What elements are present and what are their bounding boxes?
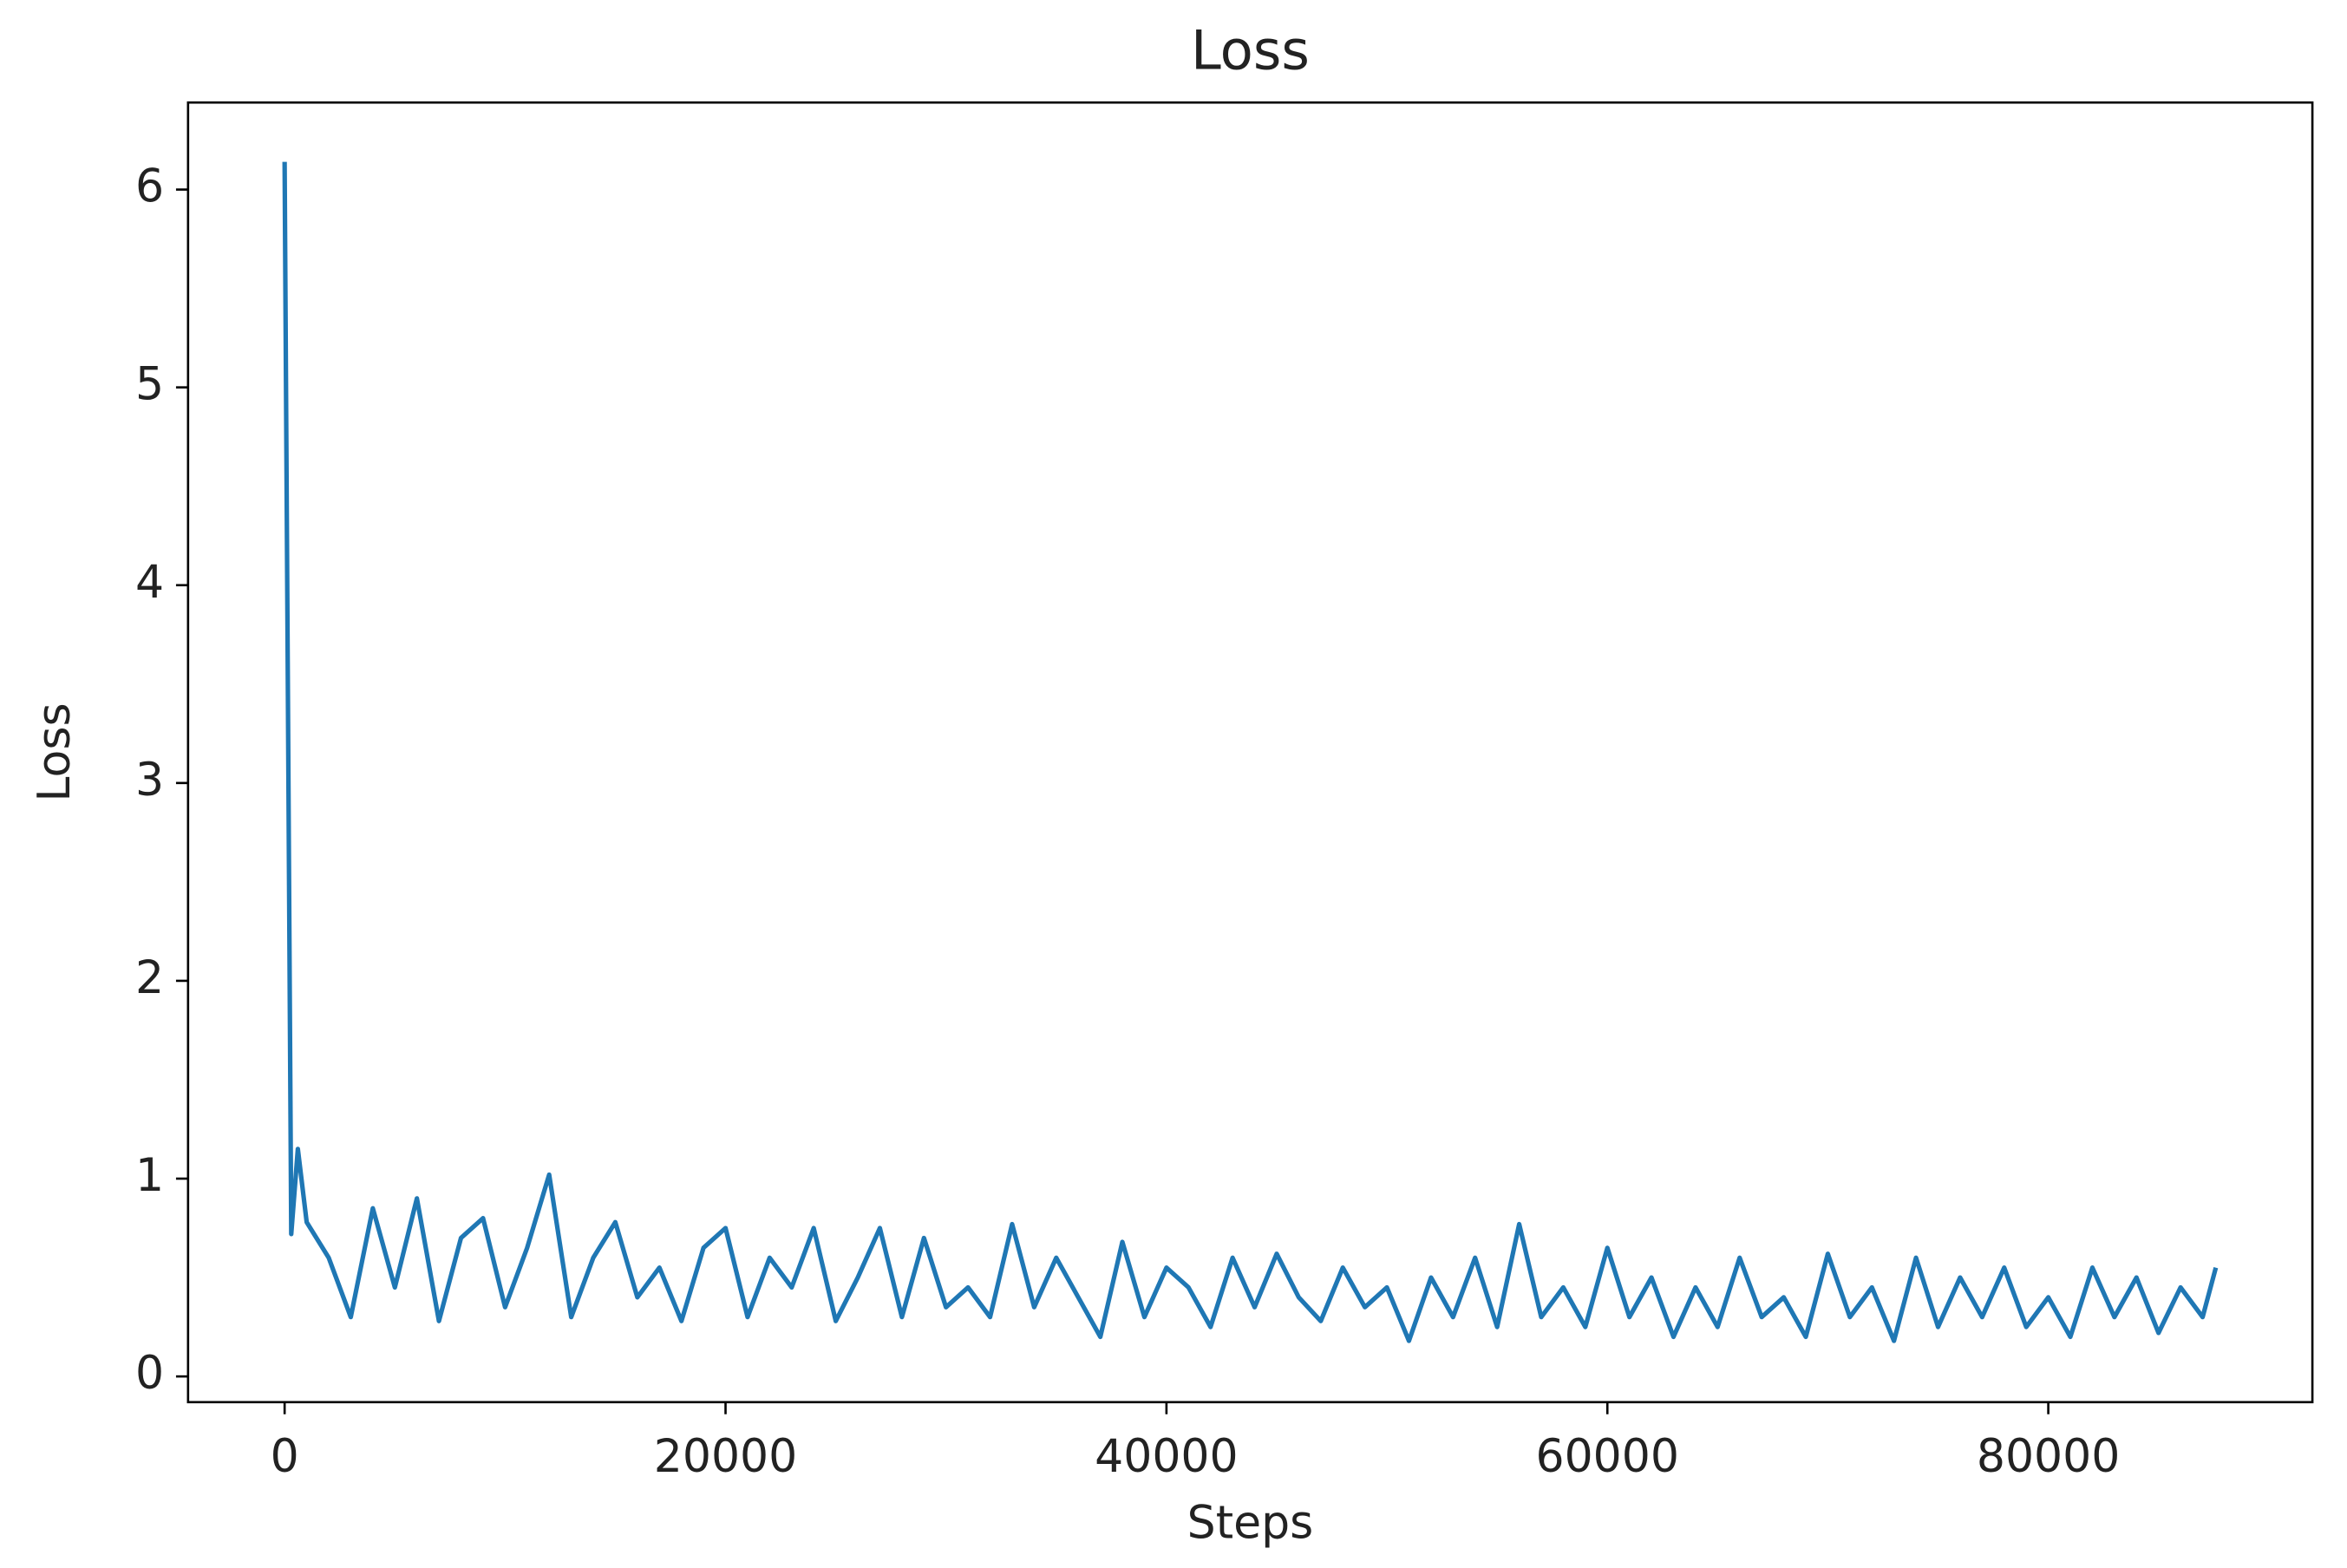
y-tick-label: 0 bbox=[135, 1348, 164, 1400]
x-tick-label: 60000 bbox=[1535, 1431, 1678, 1483]
y-tick-label: 4 bbox=[135, 557, 164, 609]
x-tick-label: 0 bbox=[271, 1431, 299, 1483]
y-tick-label: 6 bbox=[135, 161, 164, 213]
data-line bbox=[282, 161, 2219, 1343]
y-tick-label: 5 bbox=[135, 359, 164, 411]
y-tick-label: 2 bbox=[135, 952, 164, 1004]
y-tick-label: 1 bbox=[135, 1150, 164, 1202]
x-tick-label: 20000 bbox=[654, 1431, 797, 1483]
x-tick-label: 80000 bbox=[1977, 1431, 2120, 1483]
plot-frame bbox=[186, 101, 2314, 1404]
y-tick-label: 3 bbox=[135, 755, 164, 807]
x-axis-label: Steps bbox=[1187, 1497, 1314, 1549]
chart-title: Loss bbox=[1191, 19, 1310, 82]
x-tick-label: 40000 bbox=[1095, 1431, 1238, 1483]
y-axis-label: Loss bbox=[29, 702, 81, 801]
